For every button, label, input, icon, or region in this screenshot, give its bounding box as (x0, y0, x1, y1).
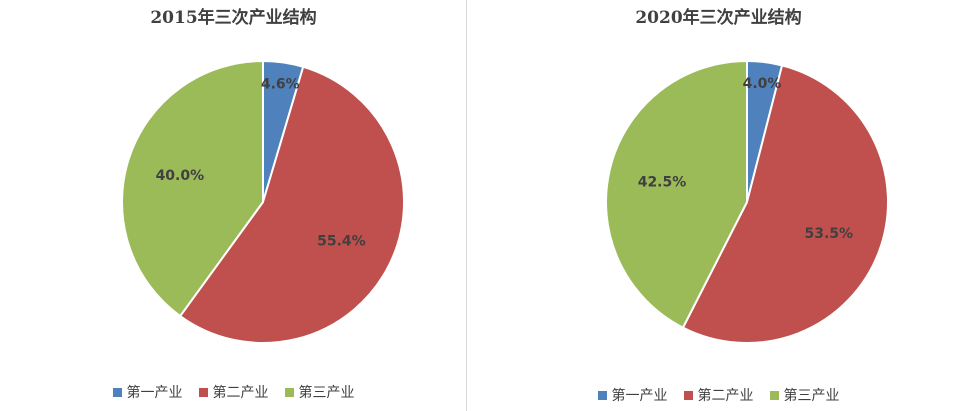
legend-item-primary: 第一产业 (597, 385, 668, 405)
pie-slice-tertiary (121, 59, 264, 318)
chart-divider (466, 0, 467, 411)
legend-swatch-tertiary (769, 390, 779, 400)
legend-label: 第一产业 (611, 388, 668, 404)
chart-title: 2015年三次产业结构 (150, 8, 317, 28)
data-label-primary: 4.0% (743, 76, 782, 92)
legend-item-secondary: 第二产业 (683, 385, 754, 405)
legend-label: 第三产业 (783, 388, 840, 404)
legend-swatch-secondary (683, 390, 693, 400)
legend-swatch-secondary (198, 387, 208, 397)
legend-swatch-primary (597, 390, 607, 400)
pie-slice-secondary (178, 65, 405, 344)
legend-label: 第二产业 (697, 388, 754, 404)
data-label-secondary: 53.5% (804, 226, 853, 242)
pie-slice-tertiary (605, 59, 748, 329)
pie-slice-secondary (681, 64, 889, 344)
legend-label: 第二产业 (212, 385, 269, 401)
chart-2020: 2020年三次产业结构 4.0% 53.5% 42.5% 第一产业 第二产业 第三产… (467, 0, 970, 411)
legend-swatch-primary (112, 387, 122, 397)
legend-swatch-tertiary (284, 387, 294, 397)
legend-item-tertiary: 第三产业 (769, 385, 840, 405)
chart-title: 2020年三次产业结构 (635, 8, 802, 28)
chart-2015: 2015年三次产业结构 4.6% 55.4% 40.0% 第一产业 第二产业 第三产… (0, 0, 467, 411)
data-label-secondary: 55.4% (317, 234, 366, 250)
legend-item-tertiary: 第三产业 (284, 382, 355, 402)
pie-chart-2020: 4.0% 53.5% 42.5% (605, 59, 889, 344)
legend: 第一产业 第二产业 第三产业 (467, 385, 970, 405)
legend-item-secondary: 第二产业 (198, 382, 269, 402)
legend-label: 第一产业 (126, 385, 183, 401)
data-label-tertiary: 40.0% (156, 168, 205, 184)
pie-chart-2015: 4.6% 55.4% 40.0% (121, 59, 405, 344)
legend-label: 第三产业 (298, 385, 355, 401)
legend: 第一产业 第二产业 第三产业 (0, 382, 467, 402)
data-label-tertiary: 42.5% (638, 175, 687, 191)
legend-item-primary: 第一产业 (112, 382, 183, 402)
data-label-primary: 4.6% (261, 76, 300, 92)
